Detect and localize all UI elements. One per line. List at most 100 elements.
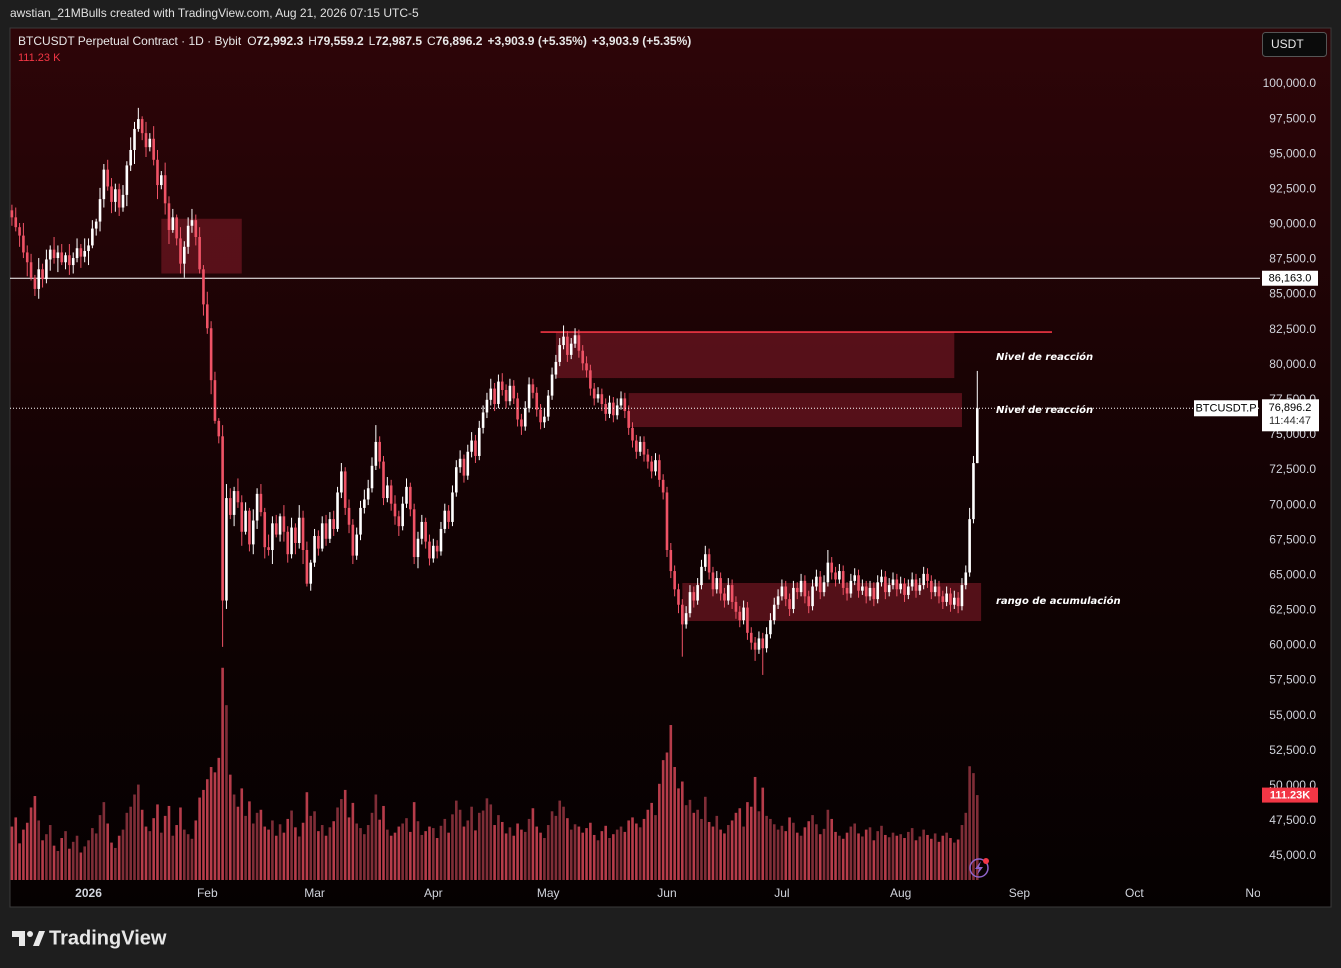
candle-body <box>305 550 309 584</box>
alert-circle[interactable] <box>969 858 989 878</box>
x-tick-label: Sep <box>1009 886 1031 900</box>
volume-bar <box>822 828 826 880</box>
volume-bar <box>205 779 209 880</box>
candle-body <box>117 189 121 208</box>
y-tick-label: 97,500.0 <box>1269 111 1316 125</box>
candle-body <box>776 596 780 605</box>
volume-bar <box>152 818 155 880</box>
candle-body <box>225 498 228 601</box>
volume-bar <box>589 822 592 880</box>
volume-bar <box>749 806 753 880</box>
volume-bar <box>52 845 56 880</box>
volume-bar <box>401 823 404 880</box>
candle-body <box>313 535 316 563</box>
volume-bar <box>416 821 420 880</box>
volume-bar <box>907 831 910 880</box>
candle-body <box>504 389 508 402</box>
candle-body <box>654 460 657 472</box>
candle-body <box>761 638 765 649</box>
volume-bar <box>432 828 435 880</box>
volume-bar <box>160 832 163 880</box>
volume-bar <box>910 828 914 880</box>
volume-bar <box>443 818 447 880</box>
alert-bolt[interactable] <box>975 861 983 875</box>
volume-bar <box>681 781 684 880</box>
candle-body <box>665 492 669 551</box>
candle-body <box>765 634 768 649</box>
currency[interactable]: USDT <box>1271 37 1304 51</box>
y-tick-label: 67,500.0 <box>1269 532 1316 546</box>
x-tick-label: Apr <box>424 886 443 900</box>
volume-bar <box>351 802 355 880</box>
volume-bar <box>458 809 462 880</box>
volume-bar <box>554 815 558 880</box>
candle-body <box>386 485 389 499</box>
volume-bar <box>550 811 554 880</box>
volume-bar <box>412 802 416 880</box>
x-tick-label: Mar <box>304 886 325 900</box>
alert-icon[interactable] <box>969 858 989 878</box>
candle-body <box>903 583 906 595</box>
candle-body <box>297 517 301 543</box>
volume-bar <box>198 797 201 880</box>
volume-bar <box>340 799 343 880</box>
volume-bar <box>895 835 899 880</box>
candle-body <box>734 601 738 612</box>
volume-bar <box>719 829 722 880</box>
candle-body <box>615 405 619 416</box>
volume-bar <box>405 818 408 880</box>
candle-body <box>592 388 596 399</box>
candle-body <box>481 412 485 428</box>
volume-bar <box>807 821 811 880</box>
volume-bar <box>397 826 401 880</box>
volume-bar <box>305 792 309 880</box>
volume-bar <box>573 824 577 880</box>
volume-bar <box>366 825 370 880</box>
volume-bar <box>14 817 18 880</box>
ohlc-value: 72,987.5 <box>375 34 422 48</box>
candle-body <box>815 576 818 587</box>
candle-body <box>677 589 680 605</box>
volume-bar <box>926 834 929 880</box>
volume-bar <box>297 836 301 880</box>
price-label: 76,896.2 <box>1269 402 1312 414</box>
candle-body <box>780 586 784 597</box>
candle-body <box>926 573 929 581</box>
volume-bar <box>841 838 845 880</box>
volume-bar <box>899 834 902 880</box>
volume-bar <box>68 848 71 880</box>
volume-bar <box>25 822 29 880</box>
volume-bar <box>585 828 588 880</box>
volume-bar <box>665 752 669 880</box>
y-tick-label: 80,000.0 <box>1269 357 1316 371</box>
candle-body <box>435 545 439 552</box>
y-tick-label: 55,000.0 <box>1269 708 1316 722</box>
volume-bar <box>577 826 581 880</box>
volume-bar <box>294 827 297 880</box>
volume-bar <box>278 824 282 880</box>
candle-body <box>952 597 956 605</box>
candle-body <box>255 493 259 521</box>
candle-body <box>282 516 286 532</box>
volume-bar <box>872 840 876 880</box>
candle-body <box>156 159 159 186</box>
volume-bar <box>144 826 148 880</box>
candle-body <box>25 252 29 263</box>
candle-body <box>194 220 198 237</box>
level-badge <box>1262 270 1318 286</box>
candle-body <box>872 587 876 600</box>
candle-body <box>294 527 297 543</box>
volume-bar <box>87 840 90 880</box>
candle-body <box>240 502 244 532</box>
alert-dot[interactable] <box>983 858 989 864</box>
volume-bar <box>508 827 512 880</box>
candle-body <box>975 408 979 464</box>
volume-bar <box>868 827 872 880</box>
volume-bar <box>267 829 270 880</box>
candle-body <box>757 638 761 650</box>
candle-body <box>129 149 132 166</box>
candle-body <box>133 128 136 150</box>
volume-badge-label: 111.23K <box>1270 789 1310 801</box>
currency-box[interactable] <box>1262 32 1327 57</box>
